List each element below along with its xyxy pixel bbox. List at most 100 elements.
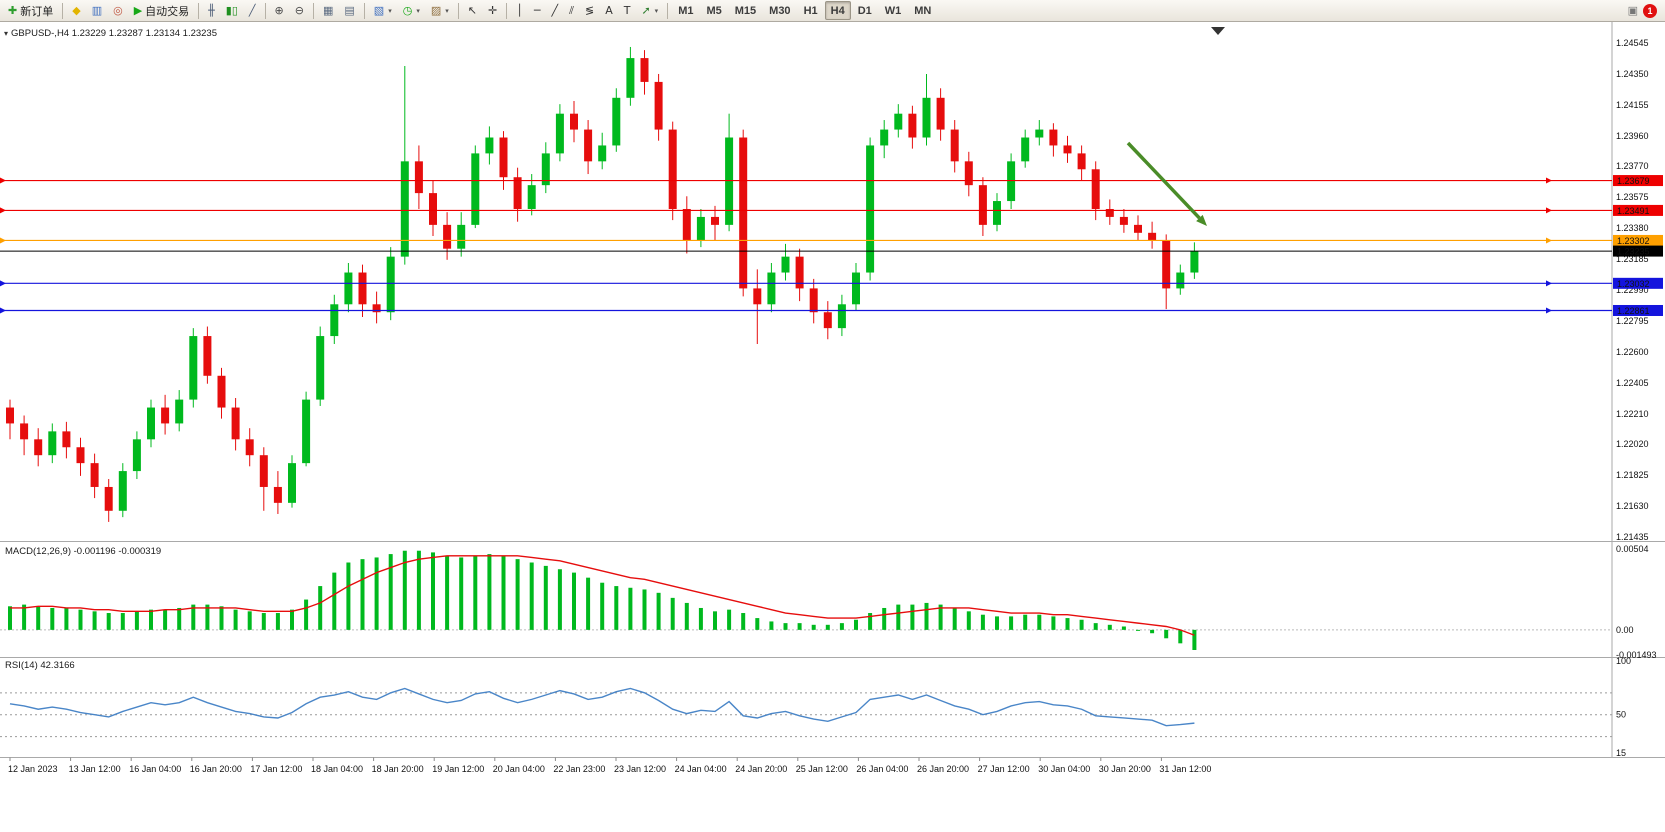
toolbar-separator [312,2,314,19]
svg-text:0.00: 0.00 [1616,625,1634,635]
svg-text:13 Jan 12:00: 13 Jan 12:00 [69,764,121,774]
templates-dropdown-icon[interactable]: ▾ [445,6,449,15]
templates-icon: ▨ [430,4,442,17]
crosshair-icon: ✛ [487,4,498,17]
tf-mn-button[interactable]: MN [908,1,937,20]
svg-text:1.23491: 1.23491 [1617,206,1650,216]
text-button[interactable]: A [600,1,618,20]
notification-badge[interactable]: 1 [1643,3,1657,18]
trendline-button[interactable]: ╱ [546,1,563,20]
navigator-button[interactable]: ◎ [108,1,128,20]
charts-profile-button[interactable]: ◆ [67,1,85,20]
arrows-button[interactable]: ➚ ▾ [636,1,663,20]
svg-text:1.23575: 1.23575 [1616,192,1649,202]
tile-windows-icon: ▦ [322,4,334,17]
candlestick-chart-type-icon: ▮▯ [225,4,238,17]
toolbar-separator [667,2,669,19]
new-order-icon: ✚ [8,4,18,17]
horizontal-line-button[interactable]: ─ [529,1,546,20]
svg-text:18 Jan 04:00: 18 Jan 04:00 [311,764,363,774]
cascade-windows-button[interactable]: ▤ [339,1,359,20]
line-chart-type-button[interactable]: ╱ [244,1,261,20]
toolbar-separator [506,2,508,19]
collapse-chart-icon[interactable]: ▾ [4,29,9,38]
price-badges: 1.23679 1.23491 1.23302 1.23032 1.22861 1.232… [1613,175,1663,316]
tf-m1-button[interactable]: M1 [672,1,699,20]
svg-text:1.23770: 1.23770 [1616,161,1649,171]
symbol-ohlc-text: GBPUSD-,H4 1.23229 1.23287 1.23134 1.232… [11,28,218,39]
new-order-button[interactable]: ✚ 新订单 [3,1,58,20]
arrows-icon: ➚ [641,4,651,17]
text-label-button[interactable]: T [619,1,636,20]
svg-text:31 Jan 12:00: 31 Jan 12:00 [1159,764,1211,774]
crosshair-button[interactable]: ✛ [483,1,502,20]
arrows-dropdown-icon[interactable]: ▾ [654,6,659,15]
auto-trading-button-label: 自动交易 [145,5,190,18]
tf-m30-button[interactable]: M30 [763,1,796,20]
macd-indicator-label: MACD(12,26,9) -0.001196 -0.000319 [5,546,162,557]
text-icon: A [605,4,613,17]
svg-text:1.22210: 1.22210 [1616,409,1649,419]
cursor-button[interactable]: ↖ [463,1,482,20]
tf-h1-button[interactable]: H1 [798,1,824,20]
equidistant-channel-button[interactable]: ⫽ [564,1,579,20]
zoom-in-button[interactable]: ⊕ [270,1,289,20]
text-label-icon: T [623,4,631,17]
tf-m15-button[interactable]: M15 [729,1,762,20]
new-chart-button[interactable]: ▧ ▾ [369,1,397,20]
line-chart-type-icon: ╱ [248,4,256,17]
mailbox-icon[interactable]: ▣ [1627,4,1638,17]
new-chart-dropdown-icon[interactable]: ▾ [388,6,392,15]
time-axis[interactable]: 12 Jan 2023 13 Jan 12:00 16 Jan 04:00 16 Ja… [8,757,1211,775]
templates-button[interactable]: ▨ ▾ [426,1,454,20]
tf-m5-button[interactable]: M5 [700,1,727,20]
chart-shift-marker[interactable] [1211,27,1225,35]
tf-m30-button-label: M30 [769,4,791,17]
candlestick-chart-type-button[interactable]: ▮▯ [221,1,243,20]
svg-text:30 Jan 04:00: 30 Jan 04:00 [1038,764,1090,774]
svg-text:30 Jan 20:00: 30 Jan 20:00 [1099,764,1151,774]
horizontal-level-lines[interactable] [0,177,1612,314]
market-watch-button[interactable]: ▥ [87,1,107,20]
price-axis[interactable]: 1.24545 1.24350 1.24155 1.23960 1.23770 1.235… [1616,38,1649,542]
periods-dropdown-icon[interactable]: ▾ [416,6,420,15]
auto-trading-icon: ▶ [133,4,143,17]
svg-text:22 Jan 23:00: 22 Jan 23:00 [553,764,605,774]
auto-trading-button[interactable]: ▶ 自动交易 [129,1,194,20]
tf-h4-button[interactable]: H4 [824,1,851,20]
periods-icon: ◷ [402,4,413,17]
new-chart-icon: ▧ [373,4,385,17]
svg-text:26 Jan 04:00: 26 Jan 04:00 [856,764,908,774]
tile-windows-button[interactable]: ▦ [318,1,338,20]
periods-button[interactable]: ◷ ▾ [398,1,425,20]
tf-h4-button-label: H4 [830,4,845,17]
svg-text:1.22861: 1.22861 [1617,306,1650,316]
bar-chart-type-icon: ╫ [208,4,215,17]
trend-arrow-annotation[interactable] [1126,141,1207,226]
toolbar-separator [62,2,64,19]
rsi-indicator-label: RSI(14) 42.3166 [5,660,75,671]
bar-chart-type-button[interactable]: ╫ [203,1,220,20]
svg-text:1.24155: 1.24155 [1616,100,1649,110]
svg-text:17 Jan 12:00: 17 Jan 12:00 [250,764,302,774]
vertical-line-icon: │ [516,4,523,17]
svg-text:24 Jan 04:00: 24 Jan 04:00 [675,764,727,774]
tf-d1-button[interactable]: D1 [852,1,878,20]
toolbar-right-area: ▣ 1 [1627,3,1662,18]
zoom-in-icon: ⊕ [274,4,284,17]
vertical-line-button[interactable]: │ [511,1,528,20]
tf-w1-button[interactable]: W1 [879,1,908,20]
svg-text:26 Jan 20:00: 26 Jan 20:00 [917,764,969,774]
fibonacci-button[interactable]: ≶ [580,1,599,20]
svg-text:1.23380: 1.23380 [1616,223,1649,233]
trendline-icon: ╱ [551,4,559,17]
svg-text:1.22020: 1.22020 [1616,439,1649,449]
tf-h1-button-label: H1 [803,4,818,17]
cursor-icon: ↖ [467,4,477,17]
new-order-button-label: 新订单 [20,5,54,18]
macd-pane: 0.00504 0.00 -0.001493 [0,544,1657,660]
zoom-out-button[interactable]: ⊖ [290,1,309,20]
svg-text:24 Jan 20:00: 24 Jan 20:00 [735,764,787,774]
